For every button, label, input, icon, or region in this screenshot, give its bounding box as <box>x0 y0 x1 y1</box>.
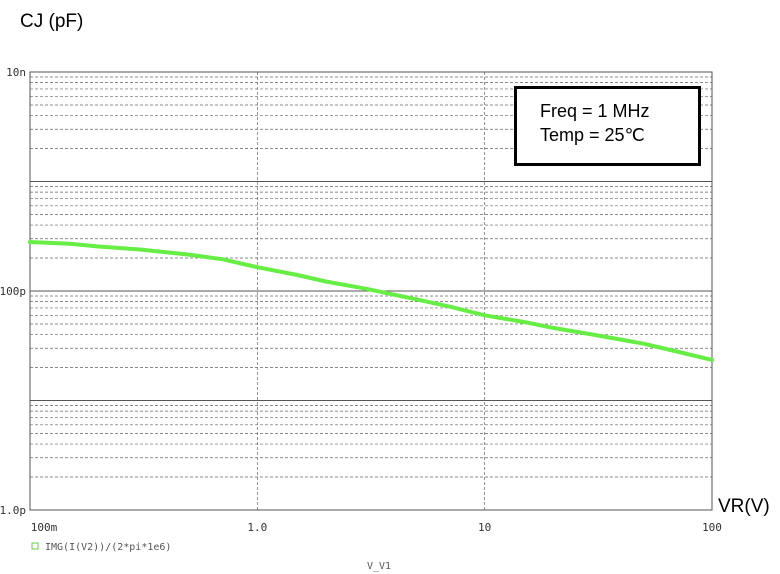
x-axis-unit-label: VR(V) <box>718 496 770 517</box>
x-tick-label: 1.0 <box>247 521 267 534</box>
legend-marker <box>31 542 39 550</box>
x-tick-label: 10 <box>478 521 491 534</box>
y-tick-label: 1.0p <box>0 504 26 517</box>
y-tick-label: 100p <box>0 285 26 298</box>
x-axis-label: V_V1 <box>367 561 391 572</box>
legend-label: IMG(I(V2))/(2*pi*1e6) <box>45 542 171 553</box>
series-line <box>28 240 714 362</box>
y-axis-title: CJ (pF) <box>20 11 84 32</box>
temperature-label: Temp = 25℃ <box>540 125 645 145</box>
plot-frame <box>29 71 713 511</box>
x-tick-label: 100 <box>702 521 722 534</box>
frequency-label: Freq = 1 MHz <box>540 101 650 121</box>
x-tick-label: 100m <box>31 521 58 534</box>
y-tick-label: 10n <box>6 66 26 79</box>
conditions-box: Freq = 1 MHz Temp = 25℃ <box>514 86 701 166</box>
